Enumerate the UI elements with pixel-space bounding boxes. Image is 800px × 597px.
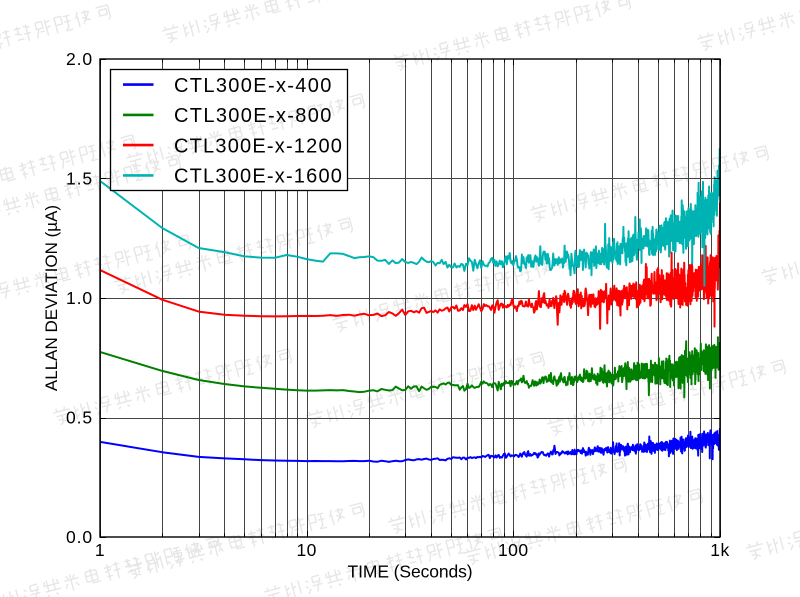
svg-text:CTL300E-x-800: CTL300E-x-800 [174,105,333,127]
svg-text:1.0: 1.0 [66,288,93,308]
svg-text:10: 10 [296,540,316,560]
svg-text:1.5: 1.5 [66,169,93,189]
svg-text:1: 1 [95,540,105,560]
svg-text:100: 100 [498,540,529,560]
svg-text:0.5: 0.5 [66,408,93,428]
svg-text:2.0: 2.0 [66,49,93,69]
svg-text:0.0: 0.0 [66,527,93,547]
svg-text:TIME (Seconds): TIME (Seconds) [347,562,472,582]
svg-text:1k: 1k [710,540,729,560]
svg-text:CTL300E-x-400: CTL300E-x-400 [174,75,333,97]
svg-text:CTL300E-x-1600: CTL300E-x-1600 [174,166,343,188]
svg-text:CTL300E-x-1200: CTL300E-x-1200 [174,135,343,157]
svg-text:ALLAN DEVIATION (µA): ALLAN DEVIATION (µA) [42,205,61,391]
